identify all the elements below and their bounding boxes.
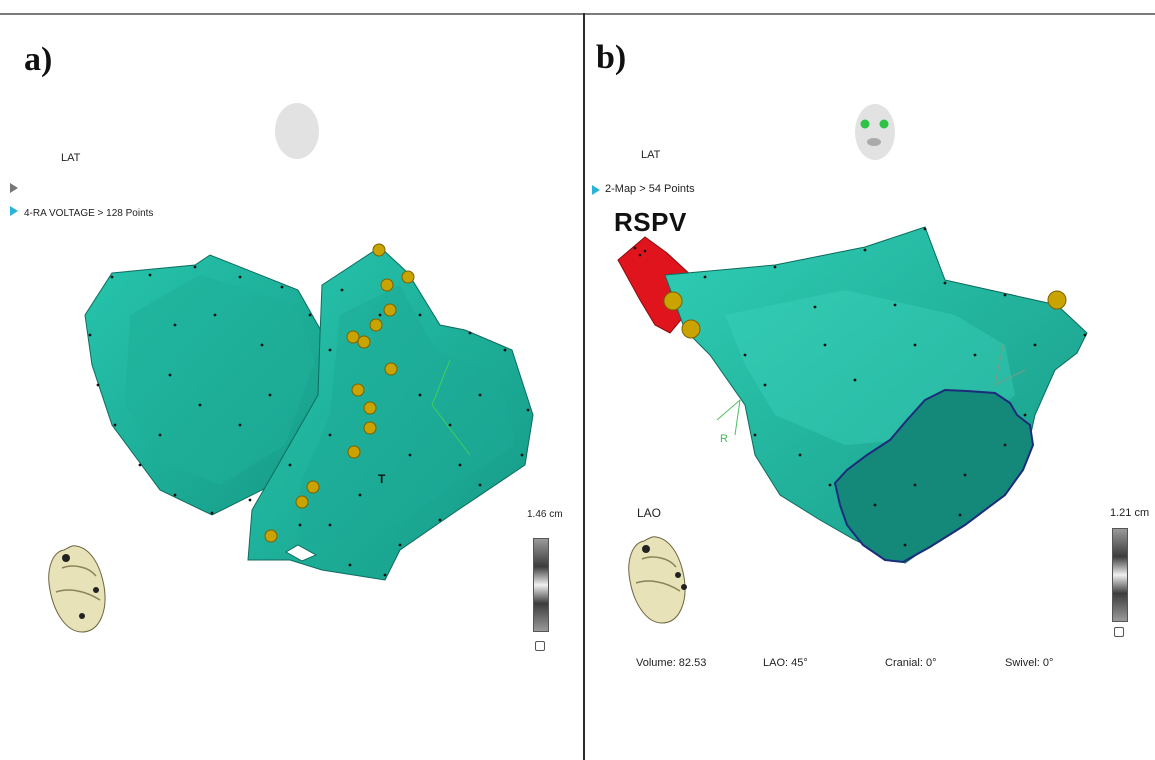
mesh-hole	[284, 544, 318, 562]
vein-vertices	[633, 246, 647, 257]
axis-line	[716, 399, 741, 421]
cranial-readout: Cranial: 0°	[885, 657, 937, 669]
scale-bar-icon[interactable]	[533, 538, 549, 632]
scale-value: 1.46 cm	[527, 509, 563, 520]
panel-b-mesh[interactable]: R	[585, 15, 1155, 760]
scale-bar-icon[interactable]	[1112, 528, 1128, 622]
map-name-label: 2-Map > 54 Points	[605, 183, 695, 195]
map-selector-arrow-icon[interactable]	[10, 206, 18, 216]
mesh-vertices	[703, 227, 1087, 547]
axis-line	[734, 399, 741, 436]
ablation-points[interactable]	[663, 290, 1067, 339]
panel-a-label: a)	[24, 41, 53, 78]
panel-b-label: b)	[596, 39, 627, 76]
ablation-points[interactable]	[264, 243, 415, 543]
scar-region[interactable]	[833, 388, 1035, 564]
scale-knob-icon[interactable]	[1114, 627, 1124, 637]
map-type-label: LAT	[61, 152, 81, 164]
axis-marker: R	[720, 433, 728, 445]
mesh-shading	[125, 275, 315, 485]
face-orientation-icon[interactable]	[853, 102, 897, 162]
head-orientation-icon[interactable]	[275, 103, 319, 159]
lao-readout: LAO: 45°	[763, 657, 808, 669]
axis-line	[994, 369, 1026, 386]
mesh-shading	[300, 285, 515, 545]
scale-knob-icon[interactable]	[535, 641, 545, 651]
axis-line	[431, 359, 451, 406]
mesh-vertices	[88, 265, 530, 577]
panel-divider	[583, 13, 585, 760]
panel-a-mesh[interactable]: T	[0, 15, 583, 760]
structure-label: RSPV	[614, 207, 687, 237]
axis-line	[431, 404, 471, 456]
scale-value: 1.21 cm	[1110, 507, 1150, 519]
map-type-label: LAT	[641, 149, 661, 161]
map-name-label: 4-RA VOLTAGE > 128 Points	[24, 208, 154, 219]
volume-readout: Volume: 82.53	[636, 657, 707, 669]
panel-b: b) LAT 2-Map > 54 Points RSPV R	[585, 15, 1155, 760]
view-label: LAO	[637, 506, 662, 520]
map-selector-arrow-icon[interactable]	[592, 185, 600, 195]
panel-a: a) LAT 4-RA VOLTAGE > 128 Points T	[0, 15, 583, 760]
collapsed-arrow-icon[interactable]	[10, 183, 18, 193]
heart-orientation-icon[interactable]	[622, 531, 692, 631]
catheter-marker: T	[378, 472, 386, 486]
top-rule	[0, 13, 1155, 15]
heart-orientation-icon[interactable]	[42, 540, 112, 640]
swivel-readout: Swivel: 0°	[1005, 657, 1054, 669]
axis-line	[994, 344, 1004, 386]
